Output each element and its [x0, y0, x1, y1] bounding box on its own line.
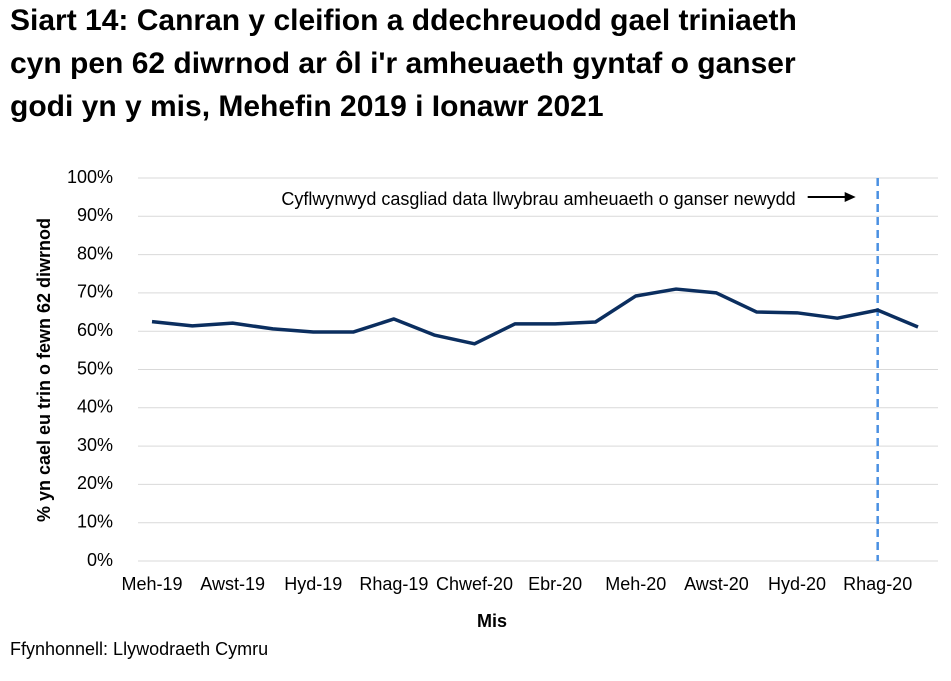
annotation-text: Cyflwynwyd casgliad data llwybrau amheua…	[281, 189, 795, 209]
data-line	[151, 287, 919, 346]
y-tick-label: 50%	[77, 358, 113, 378]
x-tick-label: Hyd-19	[284, 574, 342, 594]
x-tick-label: Ebr-20	[528, 574, 582, 594]
annotation-arrowhead	[844, 192, 856, 202]
x-tick-label: Rhag-19	[359, 574, 428, 594]
x-tick-label: Awst-19	[200, 574, 265, 594]
x-tick-label: Meh-19	[121, 574, 182, 594]
chart-title: godi yn y mis, Mehefin 2019 i Ionawr 202…	[10, 90, 604, 123]
y-tick-label: 0%	[87, 550, 113, 570]
y-tick-label: 80%	[77, 243, 113, 263]
x-tick-label: Hyd-20	[768, 574, 826, 594]
chart-title: cyn pen 62 diwrnod ar ôl i'r amheuaeth g…	[10, 47, 796, 80]
x-tick-label: Meh-20	[605, 574, 666, 594]
x-tick-label: Rhag-20	[843, 574, 912, 594]
y-tick-label: 90%	[77, 205, 113, 225]
x-tick-label: Chwef-20	[436, 574, 513, 594]
y-tick-label: 40%	[77, 397, 113, 417]
y-tick-label: 60%	[77, 320, 113, 340]
y-tick-label: 10%	[77, 511, 113, 531]
x-tick-label: Awst-20	[684, 574, 749, 594]
source: Ffynhonnell: Llywodraeth Cymru	[10, 639, 268, 659]
y-axis-title: % yn cael eu trin o fewn 62 diwrnod	[34, 218, 54, 522]
y-tick-label: 100%	[67, 167, 113, 187]
chart-title: Siart 14: Canran y cleifion a ddechreuod…	[10, 4, 797, 37]
y-tick-label: 70%	[77, 282, 113, 302]
y-tick-label: 30%	[77, 435, 113, 455]
y-tick-label: 20%	[77, 473, 113, 493]
x-axis-title: Mis	[477, 611, 507, 631]
